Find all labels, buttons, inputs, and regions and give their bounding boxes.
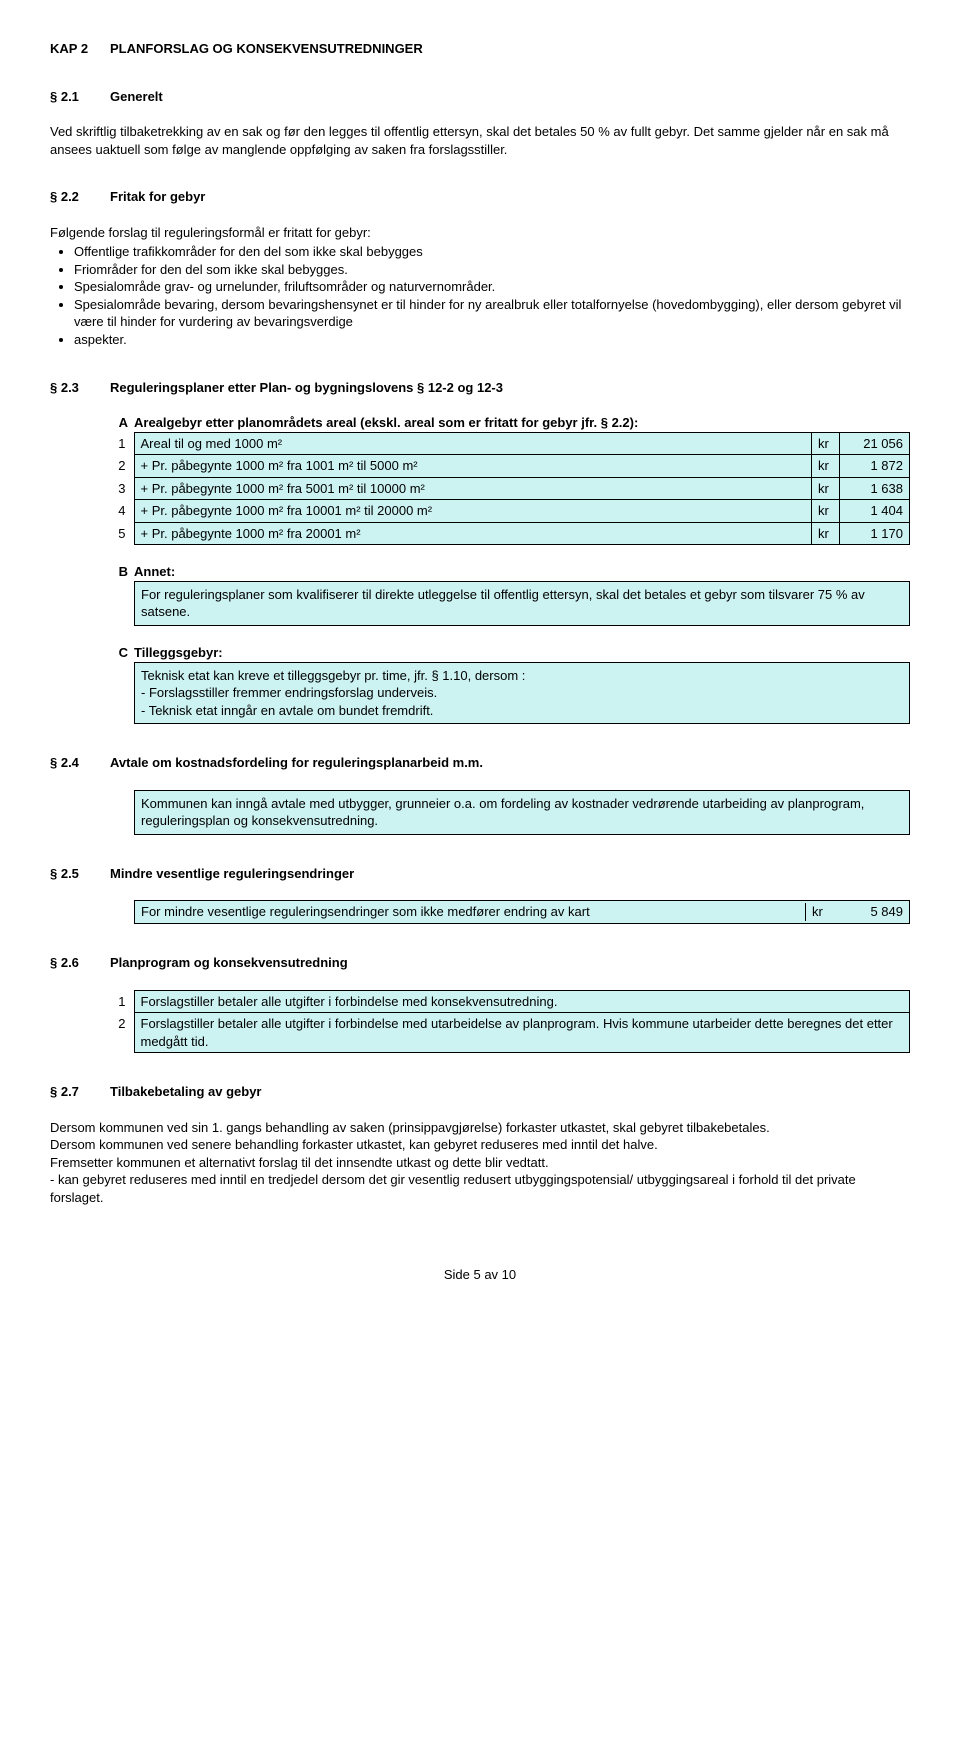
row-amount: 1 638	[840, 477, 910, 500]
row-kr: kr	[812, 522, 840, 545]
fee-table-2-6: 1 Forslagstiller betaler alle utgifter i…	[110, 990, 910, 1054]
fee-row-2-5: For mindre vesentlige reguleringsendring…	[134, 900, 910, 924]
table-row: 2 + Pr. påbegynte 1000 m² fra 1001 m² ti…	[110, 455, 910, 478]
table-row: 1 Areal til og med 1000 m² kr 21 056	[110, 432, 910, 455]
section-title: Fritak for gebyr	[110, 188, 910, 206]
list-item: Spesialområde grav- og urnelunder, frilu…	[74, 278, 910, 296]
row-desc: + Pr. påbegynte 1000 m² fra 5001 m² til …	[134, 477, 812, 500]
section-2-6: § 2.6 Planprogram og konsekvensutredning	[50, 954, 910, 972]
section-2-1: § 2.1 Generelt	[50, 88, 910, 106]
section-2-2: § 2.2 Fritak for gebyr	[50, 188, 910, 206]
row-number: 1	[110, 990, 134, 1013]
paragraph: Dersom kommunen ved senere behandling fo…	[50, 1136, 910, 1154]
row-kr: kr	[812, 432, 840, 455]
fee-table-A: 1 Areal til og med 1000 m² kr 21 056 2 +…	[110, 432, 910, 546]
section-title: Mindre vesentlige reguleringsendringer	[110, 865, 910, 883]
section-ref: § 2.4	[50, 754, 110, 772]
section-title: Reguleringsplaner etter Plan- og bygning…	[110, 379, 910, 397]
section-2-5: § 2.5 Mindre vesentlige reguleringsendri…	[50, 865, 910, 883]
row-number: 3	[110, 477, 134, 500]
sub-letter: B	[110, 563, 134, 581]
table-row: 2 Forslagstiller betaler alle utgifter i…	[110, 1013, 910, 1053]
section-2-3-A: A Arealgebyr etter planområdets areal (e…	[110, 414, 910, 545]
section-2-7-body: Dersom kommunen ved sin 1. gangs behandl…	[50, 1119, 910, 1207]
sub-letter: C	[110, 644, 134, 662]
row-desc: Forslagstiller betaler alle utgifter i f…	[134, 1013, 910, 1053]
section-2-6-rows: 1 Forslagstiller betaler alle utgifter i…	[110, 990, 910, 1054]
section-2-3-B: B Annet: For reguleringsplaner som kvali…	[110, 563, 910, 626]
row-kr: kr	[812, 500, 840, 523]
row-desc: Areal til og med 1000 m²	[134, 432, 812, 455]
section-2-2-list: Offentlige trafikkområder for den del so…	[50, 243, 910, 348]
row-desc: + Pr. påbegynte 1000 m² fra 1001 m² til …	[134, 455, 812, 478]
row-kr: kr	[805, 903, 833, 921]
section-2-3-C: C Tilleggsgebyr: Teknisk etat kan kreve …	[110, 644, 910, 724]
row-number: 5	[110, 522, 134, 545]
table-row: 4 + Pr. påbegynte 1000 m² fra 10001 m² t…	[110, 500, 910, 523]
section-2-2-lead: Følgende forslag til reguleringsformål e…	[50, 224, 910, 242]
row-amount: 1 404	[840, 500, 910, 523]
section-title: Generelt	[110, 88, 910, 106]
list-item: Friområder for den del som ikke skal beb…	[74, 261, 910, 279]
row-desc: + Pr. påbegynte 1000 m² fra 20001 m²	[134, 522, 812, 545]
row-number: 2	[110, 455, 134, 478]
paragraph: Fremsetter kommunen et alternativt forsl…	[50, 1154, 910, 1172]
section-2-4: § 2.4 Avtale om kostnadsfordeling for re…	[50, 754, 910, 772]
sub-title: Tilleggsgebyr:	[134, 644, 223, 662]
sub-title: Arealgebyr etter planområdets areal (eks…	[134, 414, 638, 432]
section-2-3: § 2.3 Reguleringsplaner etter Plan- og b…	[50, 379, 910, 397]
section-2-7: § 2.7 Tilbakebetaling av gebyr	[50, 1083, 910, 1101]
row-kr: kr	[812, 455, 840, 478]
section-ref: § 2.7	[50, 1083, 110, 1101]
row-desc: For mindre vesentlige reguleringsendring…	[141, 903, 805, 921]
table-row: 5 + Pr. påbegynte 1000 m² fra 20001 m² k…	[110, 522, 910, 545]
row-amount: 1 170	[840, 522, 910, 545]
chapter-title: PLANFORSLAG OG KONSEKVENSUTREDNINGER	[110, 40, 910, 58]
chapter-ref: KAP 2	[50, 40, 110, 58]
page-footer: Side 5 av 10	[50, 1266, 910, 1284]
box-line: Teknisk etat kan kreve et tilleggsgebyr …	[141, 667, 903, 685]
info-box: Teknisk etat kan kreve et tilleggsgebyr …	[134, 662, 910, 725]
section-title: Avtale om kostnadsfordeling for reguleri…	[110, 754, 910, 772]
box-line: - Forslagsstiller fremmer endringsforsla…	[141, 684, 903, 702]
list-item: Spesialområde bevaring, dersom bevarings…	[74, 296, 910, 331]
table-row: 1 Forslagstiller betaler alle utgifter i…	[110, 990, 910, 1013]
table-row: 3 + Pr. påbegynte 1000 m² fra 5001 m² ti…	[110, 477, 910, 500]
section-ref: § 2.1	[50, 88, 110, 106]
section-title: Tilbakebetaling av gebyr	[110, 1083, 910, 1101]
row-number: 2	[110, 1013, 134, 1053]
row-kr: kr	[812, 477, 840, 500]
list-item: aspekter.	[74, 331, 910, 349]
box-line: - Teknisk etat inngår en avtale om bunde…	[141, 702, 903, 720]
row-amount: 21 056	[840, 432, 910, 455]
sub-letter: A	[110, 414, 134, 432]
row-number: 4	[110, 500, 134, 523]
info-box: For reguleringsplaner som kvalifiserer t…	[134, 581, 910, 626]
row-desc: Forslagstiller betaler alle utgifter i f…	[134, 990, 910, 1013]
paragraph: - kan gebyret reduseres med inntil en tr…	[50, 1171, 910, 1206]
section-2-1-body: Ved skriftlig tilbaketrekking av en sak …	[50, 123, 910, 158]
row-number: 1	[110, 432, 134, 455]
section-ref: § 2.5	[50, 865, 110, 883]
section-ref: § 2.6	[50, 954, 110, 972]
info-box: Kommunen kan inngå avtale med utbygger, …	[134, 790, 910, 835]
paragraph: Dersom kommunen ved sin 1. gangs behandl…	[50, 1119, 910, 1137]
section-ref: § 2.2	[50, 188, 110, 206]
row-amount: 5 849	[833, 903, 903, 921]
row-desc: + Pr. påbegynte 1000 m² fra 10001 m² til…	[134, 500, 812, 523]
section-title: Planprogram og konsekvensutredning	[110, 954, 910, 972]
list-item: Offentlige trafikkområder for den del so…	[74, 243, 910, 261]
sub-title: Annet:	[134, 563, 175, 581]
section-ref: § 2.3	[50, 379, 110, 397]
row-amount: 1 872	[840, 455, 910, 478]
chapter-heading: KAP 2 PLANFORSLAG OG KONSEKVENSUTREDNING…	[50, 40, 910, 58]
